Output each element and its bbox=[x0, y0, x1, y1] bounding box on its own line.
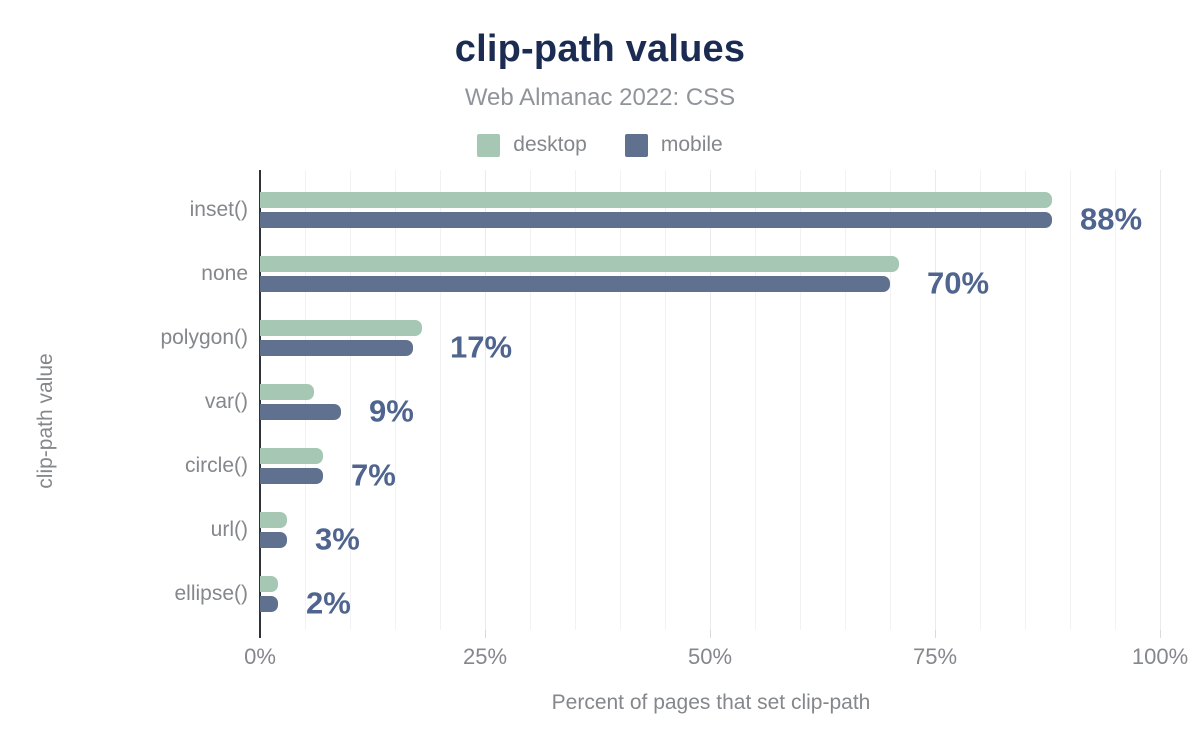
category-label: var() bbox=[204, 390, 248, 413]
legend-swatch-desktop bbox=[477, 133, 501, 157]
gridline-minor bbox=[1115, 170, 1116, 630]
legend-swatch-mobile bbox=[624, 133, 648, 157]
x-tick-mark bbox=[710, 630, 711, 638]
value-label: 2% bbox=[306, 585, 351, 621]
gridline-minor bbox=[440, 170, 441, 630]
category-label: polygon() bbox=[160, 326, 248, 349]
value-label: 9% bbox=[369, 393, 414, 429]
bar-desktop-2[interactable] bbox=[260, 320, 422, 336]
gridline-major bbox=[710, 170, 711, 630]
bar-mobile-3[interactable] bbox=[260, 404, 341, 420]
x-tick-label: 0% bbox=[244, 644, 276, 669]
bar-mobile-0[interactable] bbox=[260, 212, 1052, 228]
gridline-major bbox=[485, 170, 486, 630]
x-tick-label: 25% bbox=[462, 644, 508, 669]
plot-area: inset() 88% none 70% polygon() 17% var() 9% circ… bbox=[160, 170, 1188, 669]
legend: desktop mobile bbox=[0, 133, 1200, 157]
x-axis-title: Percent of pages that set clip-path bbox=[551, 691, 871, 714]
gridline-minor bbox=[350, 170, 351, 630]
category-label: url() bbox=[210, 518, 248, 541]
x-tick-mark bbox=[935, 630, 936, 638]
category-label: circle() bbox=[185, 454, 248, 477]
bar-mobile-1[interactable] bbox=[260, 276, 890, 292]
bar-desktop-6[interactable] bbox=[260, 576, 278, 592]
bar-mobile-6[interactable] bbox=[260, 596, 278, 612]
gridline-minor bbox=[530, 170, 531, 630]
bar-mobile-2[interactable] bbox=[260, 340, 413, 356]
gridline-major bbox=[935, 170, 936, 630]
chart-subtitle: Web Almanac 2022: CSS bbox=[464, 84, 736, 111]
value-label: 3% bbox=[315, 521, 360, 557]
legend-item-desktop[interactable]: desktop bbox=[477, 133, 587, 157]
value-label: 17% bbox=[450, 329, 513, 365]
gridline-minor bbox=[845, 170, 846, 630]
x-tick-label: 100% bbox=[1131, 644, 1189, 669]
legend-label-desktop: desktop bbox=[513, 133, 587, 156]
gridline-minor bbox=[575, 170, 576, 630]
value-label: 88% bbox=[1080, 201, 1143, 237]
bar-desktop-0[interactable] bbox=[260, 192, 1052, 208]
gridline-minor bbox=[980, 170, 981, 630]
gridline-minor bbox=[665, 170, 666, 630]
gridline-major bbox=[1160, 170, 1161, 630]
value-label: 70% bbox=[927, 265, 990, 301]
chart-title: clip-path values bbox=[454, 28, 746, 70]
bar-desktop-3[interactable] bbox=[260, 384, 314, 400]
value-label: 7% bbox=[351, 457, 396, 493]
bar-desktop-5[interactable] bbox=[260, 512, 287, 528]
gridline-minor bbox=[1070, 170, 1071, 630]
legend-item-mobile[interactable]: mobile bbox=[624, 133, 723, 157]
gridline-minor bbox=[620, 170, 621, 630]
gridline-minor bbox=[1025, 170, 1026, 630]
category-label: ellipse() bbox=[174, 582, 248, 605]
category-label: none bbox=[201, 262, 248, 285]
gridline-minor bbox=[305, 170, 306, 630]
gridline-minor bbox=[800, 170, 801, 630]
gridline-minor bbox=[890, 170, 891, 630]
x-tick-label: 75% bbox=[912, 644, 958, 669]
gridline-minor bbox=[755, 170, 756, 630]
gridline-minor bbox=[395, 170, 396, 630]
x-tick-label: 50% bbox=[687, 644, 733, 669]
category-label: inset() bbox=[189, 198, 248, 221]
x-tick-mark bbox=[1160, 630, 1161, 638]
bar-desktop-1[interactable] bbox=[260, 256, 899, 272]
legend-label-mobile: mobile bbox=[660, 133, 723, 156]
x-tick-mark bbox=[485, 630, 486, 638]
bar-desktop-4[interactable] bbox=[260, 448, 323, 464]
bar-mobile-5[interactable] bbox=[260, 532, 287, 548]
bar-mobile-4[interactable] bbox=[260, 468, 323, 484]
